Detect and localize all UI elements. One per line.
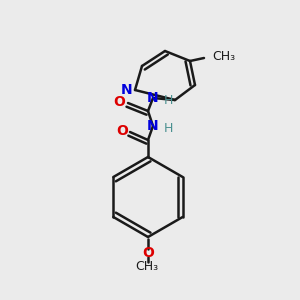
Text: N: N <box>147 91 159 105</box>
Text: CH₃: CH₃ <box>135 260 159 274</box>
Text: O: O <box>113 95 125 109</box>
Text: H: H <box>163 122 173 136</box>
Text: O: O <box>116 124 128 138</box>
Text: H: H <box>163 94 173 107</box>
Text: N: N <box>147 119 159 133</box>
Text: N: N <box>121 83 133 97</box>
Text: CH₃: CH₃ <box>212 50 235 62</box>
Text: O: O <box>142 246 154 260</box>
